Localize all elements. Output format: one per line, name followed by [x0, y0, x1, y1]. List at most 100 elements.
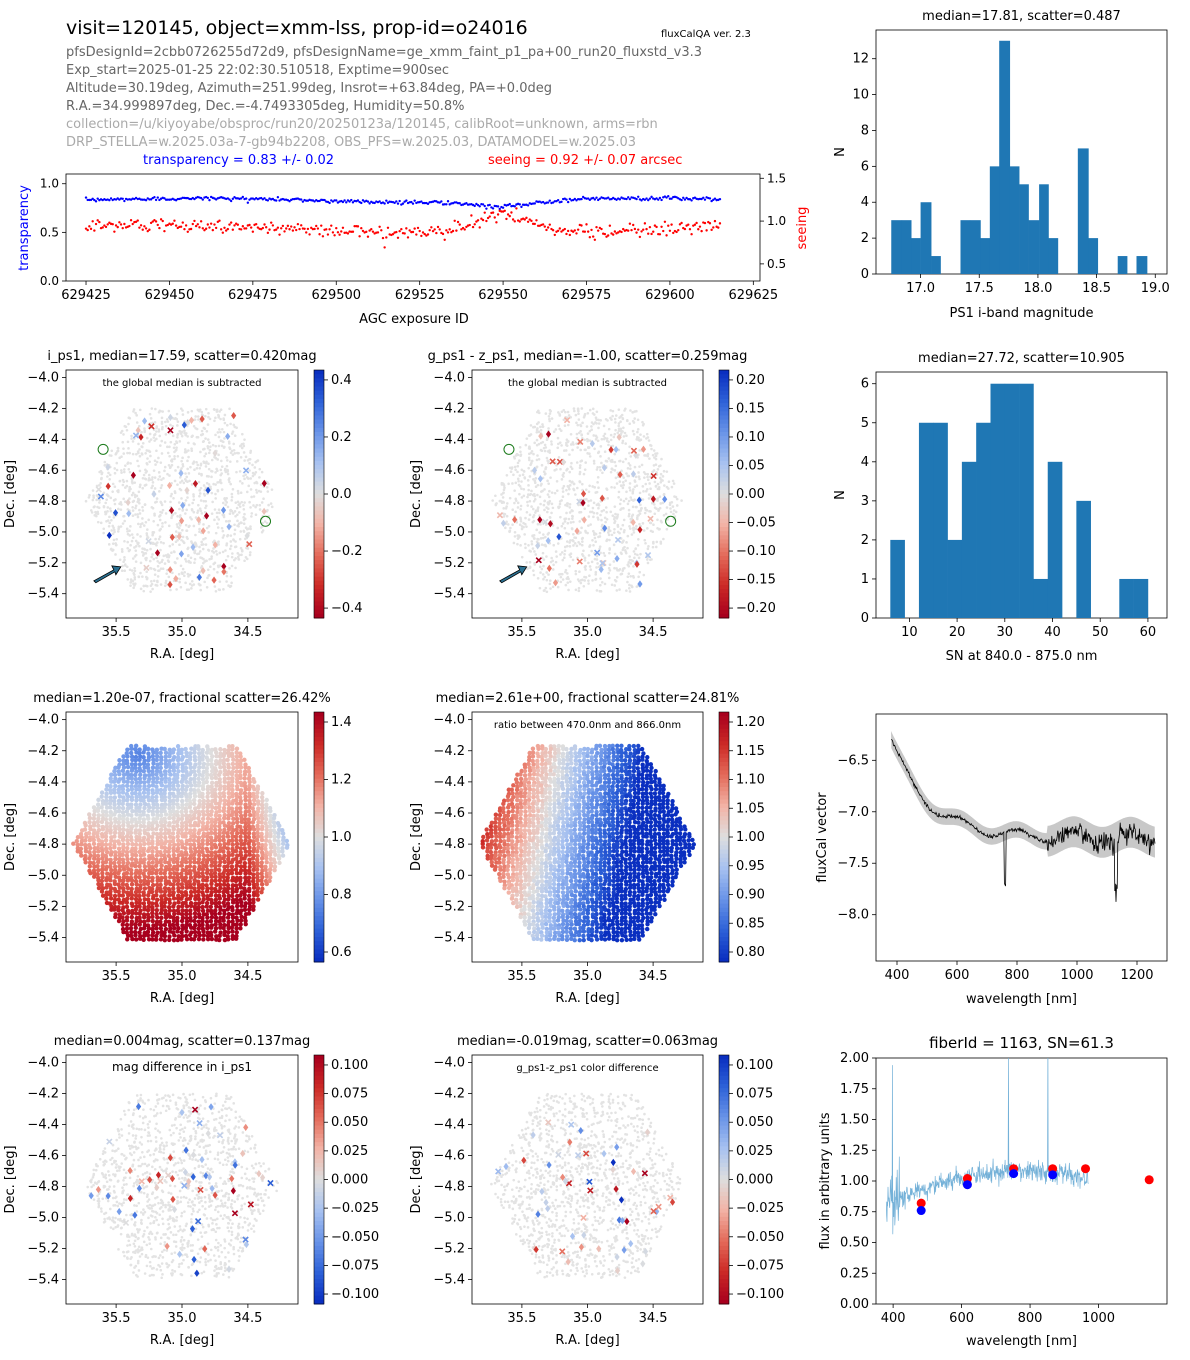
fiber-dot [547, 501, 550, 505]
fiber-dot [181, 413, 185, 416]
fiber-dot [589, 510, 592, 514]
map-gz-colorbar-segment [719, 531, 729, 536]
fiber-value-dot [225, 757, 230, 763]
seeing-point [144, 227, 148, 230]
fiber-dot [178, 487, 182, 491]
fiber-dot [638, 439, 641, 442]
fiber-dot [574, 572, 578, 576]
star-marker [176, 532, 182, 541]
fiber-dot [589, 499, 593, 502]
fiber-dot [534, 477, 538, 480]
transparency-point [366, 200, 370, 203]
fiber-dot [205, 559, 208, 563]
fiber-dot [192, 493, 195, 496]
fiber-dot [141, 486, 145, 490]
fiber-dot [260, 470, 264, 474]
fiber-dot [528, 475, 532, 478]
fiber-dot [108, 521, 112, 525]
map-i-colorbar-segment [314, 440, 324, 445]
fiber-dot [89, 509, 93, 512]
fiber-value-dot [141, 820, 146, 825]
fiber-dot [578, 466, 582, 470]
star-marker [112, 509, 119, 517]
fiber-dot [656, 487, 660, 491]
fiber-dot [596, 516, 600, 519]
fiber-dot [554, 560, 558, 564]
fiber-dot [627, 514, 631, 518]
fiber-dot [138, 512, 142, 515]
fiber-value-dot [179, 779, 184, 785]
fiber-value-dot [213, 838, 218, 843]
fiber-dot [230, 495, 234, 499]
fiber-dot [514, 481, 518, 485]
fiber-dot [563, 552, 566, 556]
map-gz-xtick-label: 34.5 [639, 625, 668, 640]
seeing-point [398, 229, 401, 233]
fiber-dot [120, 429, 124, 433]
fiber-dot [173, 457, 176, 461]
fiber-dot [611, 444, 615, 448]
transparency-point [657, 198, 660, 201]
star-marker [212, 541, 218, 549]
map-gz-colorbar-label: −0.05 [736, 516, 776, 531]
map-i-ytick-label: −4.0 [27, 371, 59, 386]
transparency-point [199, 196, 203, 200]
fiber-dot [647, 493, 651, 496]
fiber-value-dot [86, 830, 92, 836]
seeing-point [591, 235, 595, 238]
fiber-dot [137, 498, 140, 502]
fiber-dot [580, 433, 583, 436]
fiber-dot [530, 542, 534, 546]
fiber-value-dot [112, 790, 117, 795]
seeing-point [254, 222, 258, 226]
fiber-dot [233, 545, 237, 549]
fiber-dot [159, 461, 163, 464]
fiber-dot [656, 482, 660, 486]
map-gz-colorbar-segment [719, 584, 729, 590]
fiber-dot [243, 559, 246, 563]
fiber-value-dot [113, 783, 118, 789]
fiber-dot [589, 568, 593, 571]
fiber-value-dot [99, 805, 104, 810]
fiber-dot [170, 492, 173, 496]
fiber-dot [631, 411, 634, 414]
fiber-dot [141, 547, 144, 550]
fiber-dot [146, 536, 150, 539]
fiber-dot [249, 488, 253, 491]
fiber-dot [200, 429, 204, 433]
fiber-dot [530, 505, 533, 508]
fiber-dot [137, 490, 141, 494]
fiber-value-dot [217, 780, 222, 785]
fiber-dot [512, 473, 515, 477]
fiber-dot [90, 511, 94, 514]
seeing-point [611, 233, 615, 236]
fiber-dot [195, 544, 198, 548]
fiber-dot [600, 461, 603, 465]
fiber-dot [502, 484, 506, 487]
seeing-point [383, 246, 386, 249]
fiber-dot [622, 435, 626, 438]
fiber-dot [198, 527, 201, 531]
map-flux-xlabel: R.A. [deg] [150, 991, 214, 1006]
fiber-dot [551, 559, 555, 563]
seeing-point [340, 230, 343, 233]
fiber-dot [656, 518, 659, 522]
fiber-value-dot [129, 786, 135, 792]
fiber-dot [174, 469, 177, 472]
fiber-dot [632, 488, 635, 491]
fiber-dot [162, 554, 166, 558]
fiber-dot [189, 465, 192, 469]
fiber-dot [602, 424, 606, 428]
fiber-dot [167, 464, 171, 467]
fiber-value-dot [180, 786, 185, 792]
fiber-dot [208, 441, 211, 444]
fiber-dot [134, 560, 138, 563]
fiber-dot [118, 479, 122, 483]
fiber-dot [574, 536, 578, 540]
fiber-dot [568, 479, 572, 483]
fiber-dot [133, 481, 137, 484]
fiber-dot [648, 482, 651, 485]
fiber-dot [550, 491, 554, 494]
fiber-dot [613, 584, 617, 587]
fiber-dot [659, 540, 663, 544]
